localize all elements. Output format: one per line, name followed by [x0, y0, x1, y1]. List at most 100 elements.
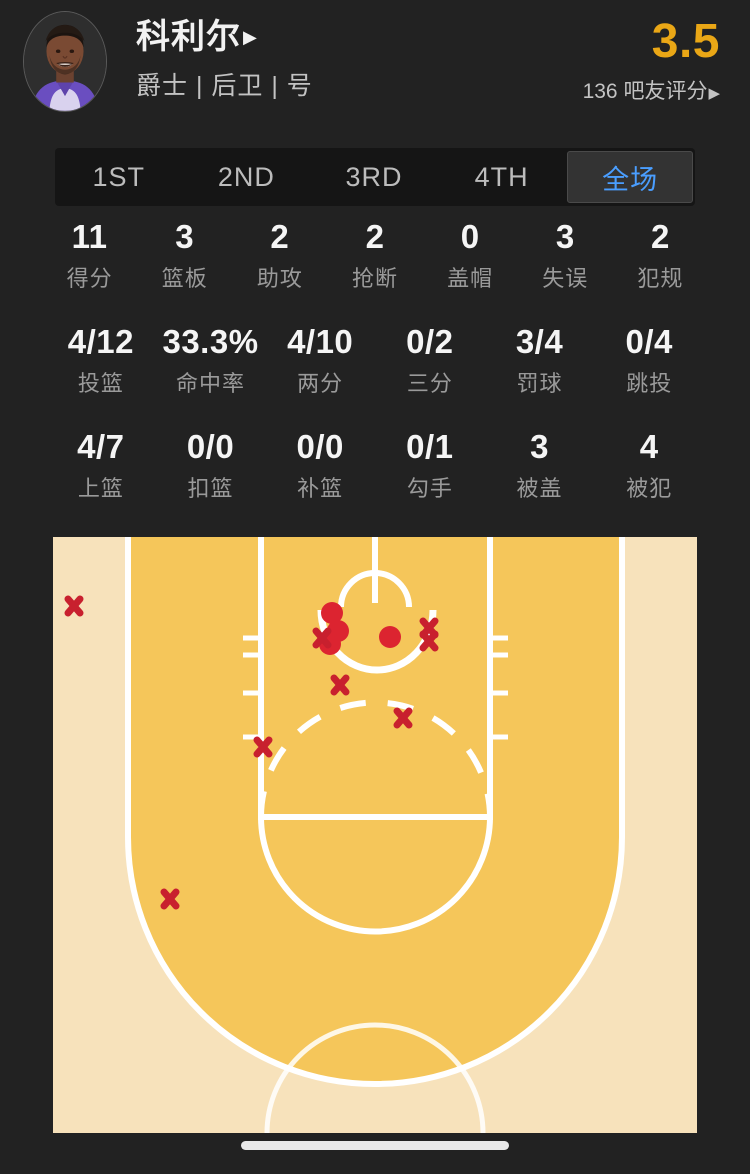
- stat-label: 三分: [406, 371, 453, 396]
- rating-value: 3.5: [651, 15, 720, 68]
- stat-blocked: 3 被盖: [485, 425, 595, 525]
- player-name-block: 科利尔 ▶ 爵士 | 后卫 | 号: [136, 16, 313, 102]
- stat-label: 勾手: [406, 476, 453, 501]
- avatar-image: [24, 12, 106, 111]
- stat-label: 助攻: [256, 266, 303, 291]
- stat-value: 4/12: [67, 323, 134, 360]
- stat-label: 补篮: [297, 476, 344, 501]
- stat-layups: 4/7 上篮: [46, 425, 156, 525]
- shot-marker-missed: [160, 888, 180, 910]
- shot-marker-made: [321, 602, 343, 624]
- stat-fouls: 2 犯规: [613, 215, 708, 320]
- shot-chart[interactable]: [53, 537, 697, 1133]
- stat-fouled: 4 被犯: [594, 425, 704, 525]
- stat-value: 3/4: [515, 323, 564, 360]
- stat-label: 罚球: [516, 371, 563, 396]
- stat-value: 2: [270, 218, 290, 255]
- stat-value: 33.3%: [162, 323, 259, 360]
- stat-points: 11 得分: [42, 215, 137, 320]
- tab-2nd[interactable]: 2ND: [217, 161, 275, 192]
- avatar[interactable]: [23, 11, 107, 112]
- stat-blocks: 0 盖帽: [423, 215, 518, 320]
- rating-count-text: 136 吧友评分: [582, 80, 708, 103]
- stat-field-goals: 4/12 投篮: [46, 320, 156, 425]
- stat-label: 被犯: [626, 476, 673, 501]
- stat-value: 2: [365, 218, 385, 255]
- shot-marker-missed: [393, 707, 413, 729]
- free-throw-circle-solid: [258, 816, 493, 935]
- stat-rebounds: 3 篮板: [137, 215, 232, 320]
- stat-label: 被盖: [516, 476, 563, 501]
- stat-value: 0/4: [625, 323, 673, 360]
- lane-hash-marks-right: [490, 635, 508, 740]
- rating-block[interactable]: 3.5 136 吧友评分▶: [583, 14, 720, 107]
- stats-row-shot-types: 4/7 上篮 0/0 扣篮 0/0 补篮 0/1 勾手 3 被盖 4 被犯: [0, 425, 750, 525]
- stat-value: 3: [530, 428, 549, 465]
- stat-dunks: 0/0 扣篮: [156, 425, 266, 525]
- missed-shot-markers: [64, 595, 439, 910]
- tab-3rd[interactable]: 3RD: [345, 161, 403, 192]
- stat-label: 犯规: [637, 266, 684, 291]
- player-meta: 爵士 | 后卫 | 号: [136, 72, 313, 100]
- stat-value: 11: [71, 218, 108, 255]
- stat-putbacks: 0/0 补篮: [265, 425, 375, 525]
- court-diagram: [53, 537, 697, 1133]
- stat-label: 失误: [542, 266, 589, 291]
- stat-steals: 2 抢断: [327, 215, 422, 320]
- page-title[interactable]: 科利尔: [136, 18, 241, 56]
- stats-row-shooting: 4/12 投篮 33.3% 命中率 4/10 两分 0/2 三分 3/4 罚球 …: [0, 320, 750, 425]
- stat-hooks: 0/1 勾手: [375, 425, 485, 525]
- shot-marker-missed: [64, 595, 84, 617]
- stats-grid: 11 得分 3 篮板 2 助攻 2 抢断 0 盖帽 3 失误: [0, 215, 750, 525]
- stat-label: 得分: [66, 266, 113, 291]
- court-inner-floor: [128, 537, 622, 1084]
- made-shot-markers: [319, 602, 401, 655]
- stat-label: 跳投: [626, 371, 673, 396]
- home-indicator[interactable]: [241, 1141, 509, 1150]
- stat-label: 两分: [297, 371, 344, 396]
- stat-jump-shots: 0/4 跳投: [594, 320, 704, 425]
- rim-icon: [338, 570, 412, 608]
- chevron-right-icon[interactable]: ▶: [243, 27, 257, 47]
- tab-4th[interactable]: 4TH: [474, 161, 529, 192]
- stat-label: 盖帽: [447, 266, 494, 291]
- stat-two-pointers: 4/10 两分: [265, 320, 375, 425]
- stat-label: 命中率: [176, 371, 246, 396]
- stat-value: 0/0: [296, 428, 344, 465]
- player-header: 科利尔 ▶ 爵士 | 后卫 | 号 3.5 136 吧友评分▶: [0, 0, 750, 130]
- stat-value: 2: [650, 218, 670, 255]
- shot-marker-missed: [253, 736, 273, 758]
- shot-marker-missed: [419, 630, 439, 652]
- period-tabbar: 1ST 2ND 3RD 4TH 全场: [55, 148, 695, 206]
- stat-value: 0/0: [186, 428, 235, 465]
- stat-value: 0/1: [406, 428, 454, 465]
- stat-fg-percent: 33.3% 命中率: [156, 320, 266, 425]
- stat-three-pointers: 0/2 三分: [375, 320, 485, 425]
- stats-row-basic: 11 得分 3 篮板 2 助攻 2 抢断 0 盖帽 3 失误: [0, 215, 750, 320]
- stat-label: 投篮: [77, 371, 124, 396]
- stat-value: 0/2: [406, 323, 454, 360]
- stat-value: 4: [639, 428, 659, 465]
- stat-turnovers: 3 失误: [518, 215, 613, 320]
- shot-marker-made: [379, 626, 401, 648]
- stat-label: 上篮: [77, 476, 124, 501]
- chevron-right-icon: ▶: [708, 85, 720, 102]
- shot-marker-missed: [330, 674, 350, 696]
- tab-1st[interactable]: 1ST: [92, 161, 146, 192]
- tab-full-game[interactable]: 全场: [567, 151, 693, 203]
- stat-assists: 2 助攻: [232, 215, 327, 320]
- stat-value: 3: [555, 218, 575, 255]
- center-circle: [264, 1022, 486, 1133]
- stat-value: 0: [460, 218, 480, 255]
- stat-free-throws: 3/4 罚球: [485, 320, 595, 425]
- shot-marker-missed: [312, 627, 332, 649]
- stat-label: 篮板: [161, 266, 208, 291]
- stat-label: 抢断: [351, 266, 398, 291]
- three-point-line: [125, 537, 625, 1087]
- rating-count[interactable]: 136 吧友评分▶: [583, 79, 720, 107]
- stat-value: 4/10: [287, 323, 354, 360]
- stat-label: 扣篮: [187, 476, 234, 501]
- stat-value: 4/7: [77, 428, 125, 465]
- stat-value: 3: [175, 218, 195, 255]
